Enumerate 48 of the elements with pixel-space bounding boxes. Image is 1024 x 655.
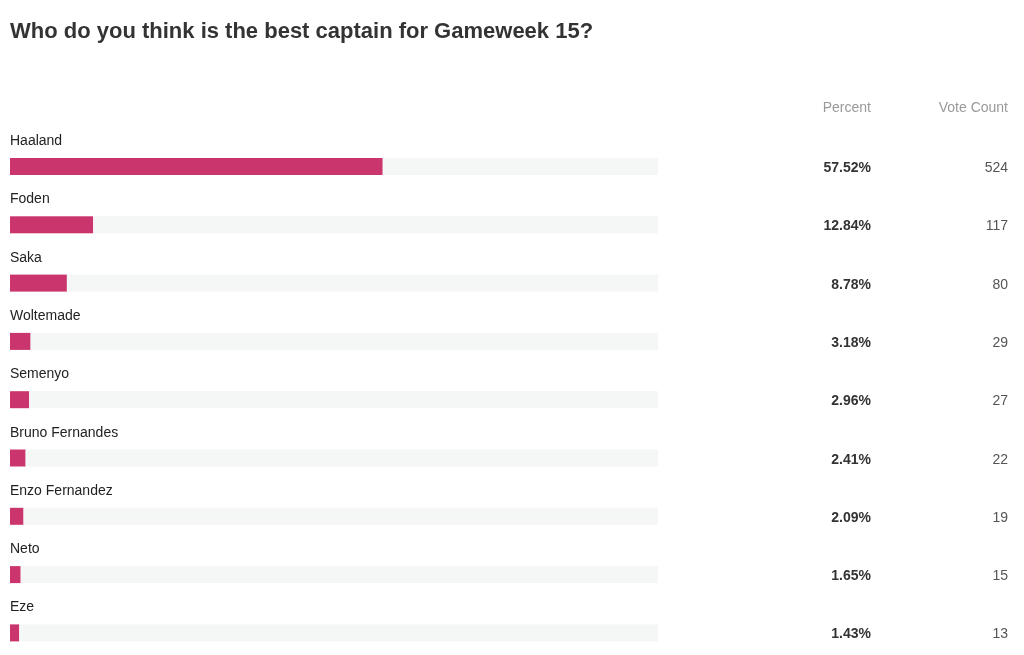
- text: 117: [985, 217, 1009, 234]
- text: 13: [992, 625, 1009, 642]
- bar: [25, 449, 658, 467]
- bar: [382, 158, 658, 175]
- text: 22: [992, 450, 1009, 467]
- data-label: 57.52%: [823, 159, 872, 175]
- bar: [10, 332, 31, 350]
- bar: [10, 624, 20, 642]
- y-tick-label: Woltemade: [10, 306, 81, 323]
- data-label: 1.65%: [831, 567, 872, 584]
- text: 19: [992, 508, 1009, 525]
- text: 27: [992, 392, 1009, 409]
- bar: [93, 216, 658, 234]
- bar: [19, 624, 658, 642]
- bar: [10, 507, 24, 525]
- y-tick-label: Saka: [10, 248, 43, 265]
- y-tick-label: Enzo Fernandez: [10, 481, 113, 498]
- bar: [66, 274, 658, 292]
- bar: [23, 507, 658, 525]
- y-tick-label: Foden: [10, 190, 50, 207]
- data-label: 12.84%: [823, 217, 872, 234]
- bar: [10, 274, 67, 292]
- bar: [10, 158, 383, 175]
- text: Vote Count: [938, 99, 1009, 115]
- chart-title: Who do you think is the best captain for Gameweek 15?: [10, 18, 594, 43]
- bar: [30, 332, 658, 350]
- text: 29: [992, 333, 1009, 350]
- text: 80: [992, 275, 1009, 292]
- bar: [10, 391, 30, 409]
- data-label: 2.41%: [831, 450, 872, 467]
- bar: [10, 449, 26, 467]
- bar: [20, 566, 658, 584]
- data-label: 1.43%: [831, 625, 872, 642]
- data-label: 2.09%: [831, 508, 872, 525]
- y-tick-label: Neto: [10, 540, 40, 557]
- bar: [10, 566, 21, 584]
- y-tick-label: Bruno Fernandes: [10, 423, 119, 440]
- y-tick-label: Haaland: [10, 132, 63, 148]
- text: Percent: [822, 99, 872, 115]
- y-tick-label: Semenyo: [10, 365, 70, 382]
- data-label: 3.18%: [831, 333, 872, 350]
- data-label: 2.96%: [831, 392, 872, 409]
- y-tick-label: Eze: [10, 598, 35, 615]
- bar: [29, 391, 658, 409]
- data-label: 8.78%: [831, 275, 872, 292]
- bar: [10, 216, 94, 234]
- text: 524: [984, 159, 1009, 175]
- text: 15: [992, 567, 1009, 584]
